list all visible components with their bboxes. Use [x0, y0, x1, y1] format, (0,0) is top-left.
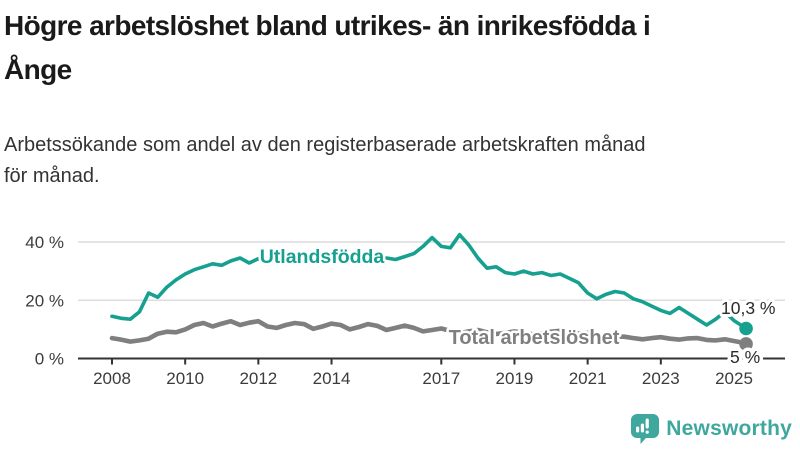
- chart-title-line-1: Högre arbetslöshet bland utrikes- än inr…: [4, 10, 651, 41]
- series-label-total-arbetsloshet: Total arbetslöshet: [449, 327, 620, 349]
- bar-chart-glyph: [636, 418, 650, 434]
- chart-axes: [78, 357, 785, 365]
- series-end-dot-utlandsfodda: [739, 321, 753, 336]
- chart-subtitle: Arbetssökande som andel av den registerb…: [4, 130, 796, 192]
- end-value-label-total: 5 %: [730, 347, 760, 367]
- newsworthy-logo: Newsworthy: [631, 414, 792, 444]
- x-axis-tick-label: 2010: [166, 369, 204, 388]
- brand-name: Newsworthy: [666, 417, 792, 440]
- chart-series: [109, 232, 753, 351]
- newsworthy-logo-icon: [631, 414, 660, 444]
- x-axis-tick-label: 2008: [93, 369, 131, 388]
- series-end-dot-total: [739, 337, 753, 351]
- series-label-utlandsfodda: Utlandsfödda: [260, 246, 385, 268]
- chart-subtitle-line-2: för månad.: [4, 165, 100, 187]
- end-value-label-utlandsfodda: 10,3 %: [721, 298, 775, 318]
- unemployment-line-chart: 2008 2010 2012 2014 2017 2019 2021 2023 2025 0 % 2…: [25, 232, 785, 388]
- x-axis-tick-label: 2019: [496, 369, 534, 388]
- y-axis-tick-label: 40 %: [25, 233, 64, 252]
- x-axis-tick-label: 2025: [715, 369, 753, 388]
- chart-subtitle-line-1: Arbetssökande som andel av den registerb…: [4, 134, 646, 156]
- x-axis-tick-label: 2023: [642, 369, 680, 388]
- x-axis-tick-label: 2014: [313, 369, 351, 388]
- chart-title-line-2: Ånge: [4, 54, 72, 85]
- x-axis-tick-label: 2021: [569, 369, 607, 388]
- chart-grid: [78, 241, 785, 301]
- y-axis-tick-label: 20 %: [25, 291, 64, 310]
- chart-title: Högre arbetslöshet bland utrikes- än inr…: [4, 4, 796, 92]
- series-line-utlandsfodda: [110, 232, 748, 331]
- chart-axis-labels: 2008 2010 2012 2014 2017 2019 2021 2023 2025 0 % 2…: [25, 233, 753, 388]
- x-axis-tick-label: 2012: [239, 369, 277, 388]
- x-axis-tick-label: 2017: [422, 369, 460, 388]
- y-axis-tick-label: 0 %: [35, 350, 64, 369]
- series-line-total: [109, 318, 749, 347]
